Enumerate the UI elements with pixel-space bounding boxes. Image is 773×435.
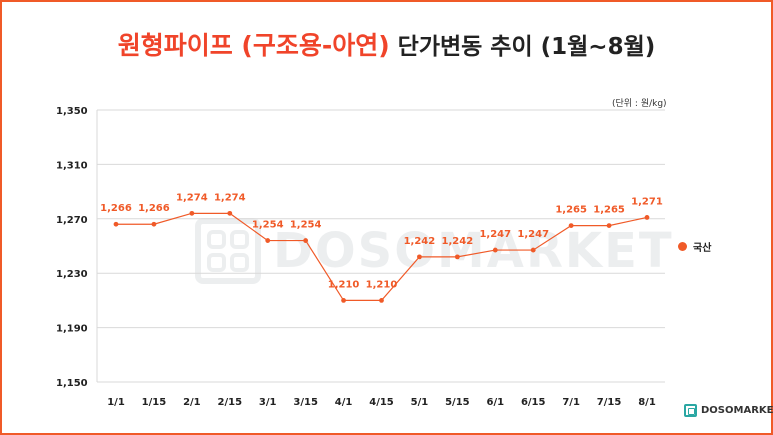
x-tick-label: 6/1 xyxy=(486,397,504,408)
x-tick-label: 3/15 xyxy=(293,397,318,408)
data-point xyxy=(189,210,195,216)
title-product: 원형파이프 (구조용-아연) xyxy=(117,31,390,60)
x-tick-label: 2/1 xyxy=(183,397,201,408)
data-label: 1,242 xyxy=(404,236,436,247)
data-point xyxy=(151,221,157,227)
y-tick-label: 1,150 xyxy=(56,378,88,389)
data-point xyxy=(492,247,498,253)
data-label: 1,254 xyxy=(290,220,322,231)
y-tick-label: 1,190 xyxy=(56,324,88,335)
data-label: 1,266 xyxy=(138,203,170,214)
data-point xyxy=(265,238,271,243)
data-label: 1,266 xyxy=(100,203,132,214)
y-tick-label: 1,310 xyxy=(56,160,88,171)
y-tick-label: 1,270 xyxy=(56,215,88,226)
chart-title: 원형파이프 (구조용-아연) 단가변동 추이 (1월~8월) xyxy=(0,28,773,65)
legend-label: 국산 xyxy=(693,243,712,254)
data-label: 1,247 xyxy=(479,229,511,240)
data-point xyxy=(454,254,460,260)
data-label: 1,265 xyxy=(593,205,625,216)
data-point xyxy=(568,223,574,229)
data-label: 1,271 xyxy=(631,196,663,207)
brand-footer: DOSOMARKET xyxy=(684,404,773,417)
data-label: 1,265 xyxy=(555,205,587,216)
data-point xyxy=(341,298,346,303)
watermark: DOSOMARKET xyxy=(195,218,674,284)
x-tick-label: 7/1 xyxy=(562,397,580,408)
x-tick-label: 4/1 xyxy=(335,397,353,408)
x-tick-label: 5/1 xyxy=(411,397,429,408)
x-tick-label: 6/15 xyxy=(521,397,546,408)
x-tick-label: 1/1 xyxy=(107,397,125,408)
brand-name: DOSOMARKET xyxy=(701,405,773,416)
data-point xyxy=(417,254,422,260)
data-point xyxy=(113,221,119,227)
x-tick-label: 4/15 xyxy=(369,397,394,408)
title-description: 단가변동 추이 (1월~8월) xyxy=(397,34,656,60)
watermark-logo-icon xyxy=(195,218,261,284)
data-point xyxy=(379,298,384,303)
data-label: 1,242 xyxy=(442,236,474,247)
watermark-text: DOSOMARKET xyxy=(273,223,674,279)
y-tick-label: 1,350 xyxy=(56,106,88,117)
data-point xyxy=(530,247,536,253)
x-tick-label: 7/15 xyxy=(597,397,622,408)
data-point xyxy=(227,210,233,216)
y-tick-label: 1,230 xyxy=(56,269,88,280)
legend: 국산 xyxy=(678,239,711,254)
x-tick-label: 3/1 xyxy=(259,397,277,408)
data-label: 1,210 xyxy=(366,279,398,290)
data-label: 1,274 xyxy=(176,192,208,203)
data-label: 1,274 xyxy=(214,192,246,203)
x-tick-label: 1/15 xyxy=(142,397,167,408)
x-tick-label: 5/15 xyxy=(445,397,470,408)
x-tick-label: 2/15 xyxy=(218,397,243,408)
unit-label: (단위 : 원/kg) xyxy=(612,99,667,109)
data-point xyxy=(606,223,612,229)
data-point xyxy=(303,238,309,243)
x-tick-label: 8/1 xyxy=(638,397,656,408)
data-label: 1,254 xyxy=(252,220,284,231)
data-label: 1,247 xyxy=(517,229,549,240)
data-point xyxy=(644,215,650,220)
dosomarket-logo-icon xyxy=(684,404,697,417)
data-label: 1,210 xyxy=(328,279,360,290)
legend-marker xyxy=(678,242,687,251)
